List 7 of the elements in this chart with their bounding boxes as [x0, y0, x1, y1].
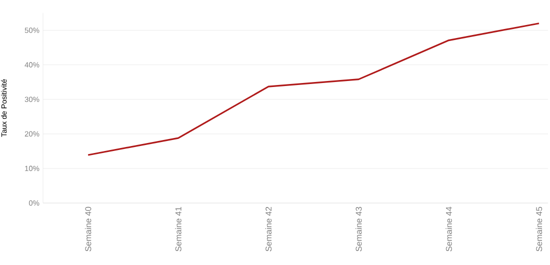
x-tick-label: Semaine 40 — [84, 206, 92, 252]
line-series — [87, 22, 540, 156]
x-tick-label: Semaine 43 — [356, 206, 362, 252]
x-tick-label: Semaine 45 — [536, 206, 542, 252]
x-tick-label: Semaine 44 — [446, 206, 452, 252]
x-tick-label: Semaine 42 — [265, 206, 272, 252]
x-tick-label: Semaine 41 — [175, 206, 182, 252]
